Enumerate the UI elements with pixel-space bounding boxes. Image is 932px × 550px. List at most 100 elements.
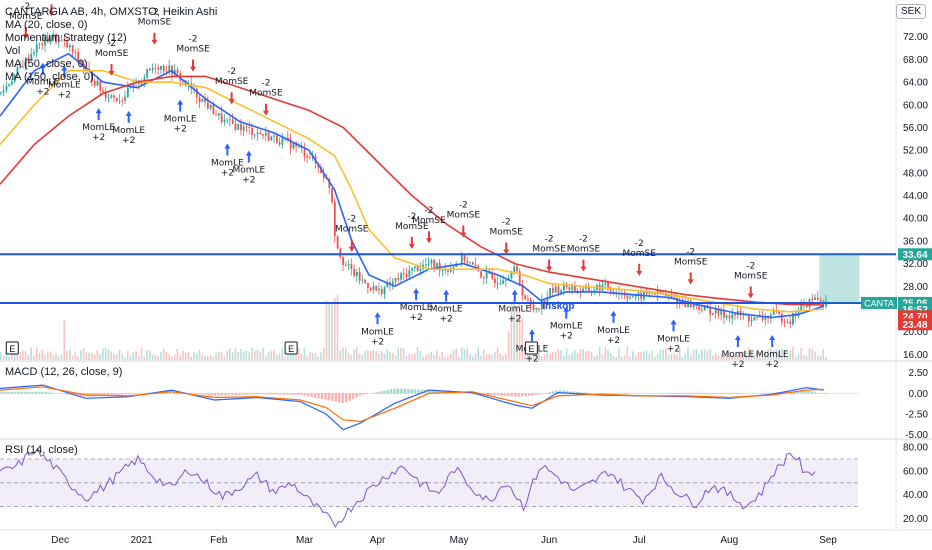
volume-bar bbox=[231, 352, 234, 360]
volume-bar bbox=[71, 355, 74, 360]
macd-histogram-bar bbox=[386, 390, 389, 394]
earnings-marker-label: E bbox=[9, 344, 15, 354]
candle-body bbox=[151, 67, 154, 71]
signal-qty: +2 bbox=[36, 88, 49, 98]
volume-bar bbox=[184, 352, 187, 360]
volume-bar bbox=[471, 356, 474, 360]
volume-bar bbox=[637, 352, 640, 360]
macd-histogram-bar bbox=[710, 393, 714, 395]
volume-bar bbox=[121, 354, 124, 360]
legend-vol[interactable]: Vol bbox=[5, 45, 21, 57]
volume-bar bbox=[179, 355, 181, 360]
volume-bar bbox=[507, 330, 510, 360]
volume-bar bbox=[57, 356, 60, 360]
earnings-marker bbox=[524, 341, 538, 355]
macd-legend[interactable]: MACD (12, 26, close, 9) bbox=[5, 366, 123, 378]
signal-qty: -2 bbox=[686, 247, 695, 257]
buy-arrow-icon bbox=[769, 334, 776, 347]
volume-bar bbox=[789, 350, 791, 360]
volume-bar bbox=[557, 349, 560, 360]
macd-histogram-bar bbox=[707, 393, 710, 395]
legend-ma50[interactable]: MA (50, close, 0) bbox=[5, 58, 88, 70]
price-axis[interactable]: 16.0020.0024.0028.0032.0036.0040.0044.00… bbox=[903, 32, 928, 525]
signal-qty: +2 bbox=[560, 332, 573, 342]
volume-bar bbox=[8, 356, 10, 360]
volume-bar bbox=[118, 350, 121, 360]
legend-ma20[interactable]: MA (20, close, 0) bbox=[5, 19, 88, 31]
macd-histogram-bar bbox=[493, 393, 496, 396]
volume-bar bbox=[764, 350, 767, 360]
volume-bar bbox=[38, 352, 41, 360]
y-tick-label: 68.00 bbox=[903, 55, 928, 66]
volume-bar bbox=[278, 353, 281, 360]
candle-body bbox=[587, 286, 590, 292]
candle-body bbox=[436, 263, 438, 268]
candle-body bbox=[549, 287, 552, 297]
macd-histogram-bar bbox=[265, 393, 269, 395]
candle-body bbox=[725, 315, 728, 318]
macd-histogram-bar bbox=[103, 393, 106, 396]
volume-bar bbox=[5, 352, 8, 360]
signal-label: MomLE bbox=[550, 322, 583, 332]
macd-histogram-bar bbox=[607, 393, 610, 395]
y-tick-label: 72.00 bbox=[903, 32, 928, 43]
volume-bar bbox=[634, 355, 637, 360]
volume-bar bbox=[761, 355, 764, 360]
candle-body bbox=[778, 311, 781, 314]
volume-bar bbox=[819, 355, 822, 360]
time-axis[interactable]: Dec 2021 Feb Mar Apr May Jun Jul Aug Sep bbox=[51, 535, 837, 546]
legend-ma150[interactable]: MA (150, close, 0) bbox=[5, 71, 94, 83]
candle-body bbox=[126, 87, 129, 98]
signal-qty: -2 bbox=[150, 8, 159, 18]
volume-bar bbox=[496, 347, 499, 360]
macd-histogram-bar bbox=[534, 393, 538, 396]
macd-histogram-bar bbox=[262, 393, 265, 395]
macd-histogram-bar bbox=[800, 391, 803, 394]
candle-body bbox=[33, 52, 35, 54]
main-legend[interactable]: CANTARGIA AB, 4h, OMXSTO, Heikin Ashi MA… bbox=[5, 6, 217, 84]
macd-histogram-bar bbox=[410, 389, 413, 394]
signal-qty: +2 bbox=[508, 315, 521, 325]
horizontal-lines[interactable] bbox=[0, 253, 896, 304]
rsi-legend[interactable]: RSI (14, close) bbox=[5, 444, 78, 456]
candle-body bbox=[717, 308, 720, 315]
signal-qty: +2 bbox=[525, 354, 538, 364]
volume-bar bbox=[347, 352, 350, 360]
volume-bar bbox=[709, 349, 711, 360]
volume-bar bbox=[411, 354, 413, 360]
volume-bar bbox=[55, 353, 57, 360]
volume-bar bbox=[554, 351, 557, 360]
macd-histogram-bar bbox=[48, 392, 51, 394]
rsi-line bbox=[0, 447, 816, 528]
volume-bar bbox=[513, 299, 515, 360]
candle-body bbox=[234, 123, 237, 130]
x-tick-label: Jul bbox=[633, 535, 646, 546]
candle-body bbox=[168, 65, 171, 73]
signal-label: MomSE bbox=[734, 272, 768, 282]
macd-histogram-bar bbox=[672, 393, 676, 394]
candle-body bbox=[248, 126, 251, 128]
currency-badge[interactable]: SEK bbox=[895, 4, 926, 19]
volume-bar bbox=[571, 353, 573, 360]
candle-body bbox=[797, 310, 800, 316]
volume-bar bbox=[648, 353, 651, 360]
macd-histogram-bar bbox=[721, 393, 724, 395]
macd-histogram-bar bbox=[724, 393, 727, 395]
signal-label: MomLE bbox=[756, 350, 789, 360]
signal-qty: +2 bbox=[58, 91, 71, 101]
macd-histogram-bar bbox=[676, 393, 679, 395]
candle-body bbox=[449, 268, 452, 272]
legend-momentum[interactable]: Momentum Strategy (12) bbox=[5, 32, 127, 44]
volume-bar bbox=[756, 351, 758, 360]
candle-body bbox=[361, 279, 364, 281]
volume-bar bbox=[383, 353, 386, 360]
candle-body bbox=[8, 84, 11, 86]
x-tick-label: 2021 bbox=[130, 535, 153, 546]
macd-histogram-bar bbox=[210, 393, 213, 396]
candle-body bbox=[789, 321, 792, 325]
volume-bar bbox=[85, 352, 88, 360]
volume-bar bbox=[772, 350, 775, 360]
candle-body bbox=[44, 37, 46, 46]
macd-histogram-bar bbox=[486, 393, 489, 396]
